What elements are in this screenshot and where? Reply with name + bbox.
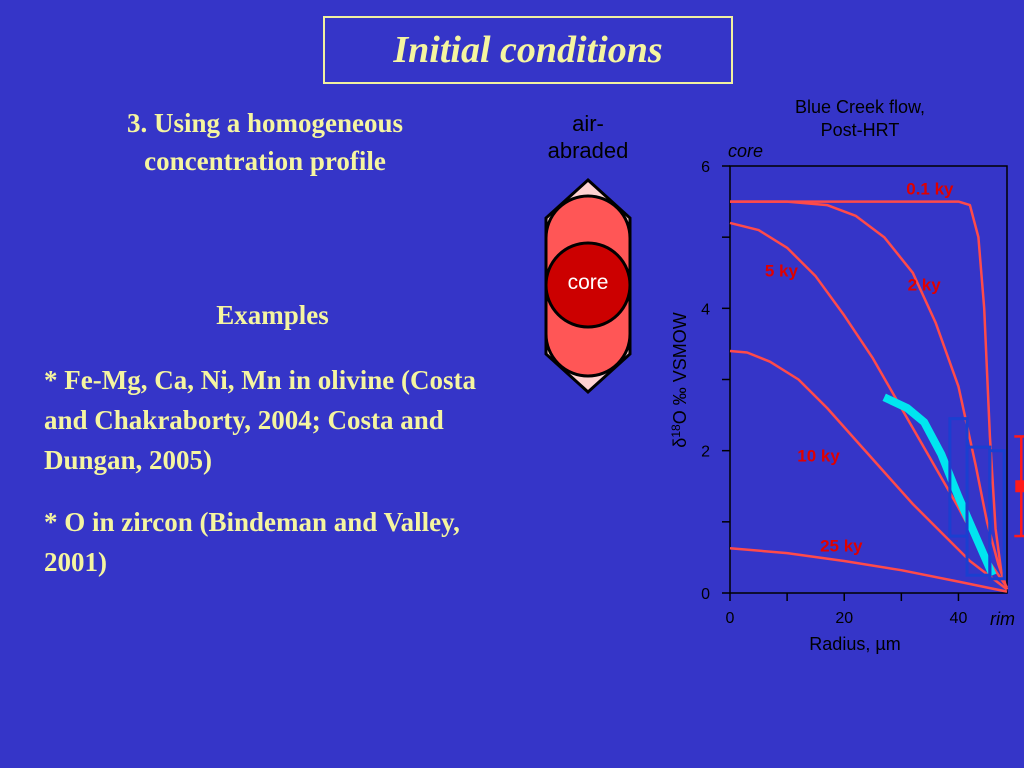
rim-axis-label: rim bbox=[990, 609, 1015, 629]
series-line-10-ky bbox=[729, 349, 1008, 591]
slide-subtitle: 3. Using a homogeneous concentration pro… bbox=[126, 108, 404, 176]
y-axis-label-sup: 18 bbox=[669, 424, 683, 438]
slide-title: Initial conditions bbox=[393, 29, 663, 71]
crystal-diagram: air- abraded core bbox=[544, 111, 632, 395]
chart: Blue Creek flow, Post-HRT core rim 0 2 4 6 0… bbox=[669, 97, 1024, 654]
fit-curve-line bbox=[882, 393, 997, 577]
title-box: Initial conditions bbox=[323, 16, 733, 84]
y-tick-label: 0 bbox=[701, 586, 710, 603]
series-line-25-ky bbox=[729, 546, 1008, 593]
crystal-core-zone bbox=[544, 241, 632, 329]
plot-frame bbox=[729, 165, 1008, 594]
crystal-core-label: core bbox=[568, 271, 609, 294]
y-axis-label-prefix: δ bbox=[670, 438, 690, 448]
series-label-10-ky: 10 ky bbox=[797, 446, 840, 465]
series-label-5-ky: 5 ky bbox=[765, 261, 799, 280]
error-bar-marker bbox=[1015, 480, 1024, 493]
y-axis-label-main: O ‰ VSMOW bbox=[670, 312, 690, 424]
y-tick-label: 6 bbox=[701, 159, 710, 176]
measurement-box bbox=[988, 449, 1006, 581]
series-label-2-ky: 2 ky bbox=[908, 276, 942, 295]
air-abraded-label-1: air- bbox=[572, 111, 604, 136]
x-tick-label: 20 bbox=[835, 610, 853, 627]
y-tick-label: 4 bbox=[701, 301, 710, 318]
chart-title-line1: Blue Creek flow, bbox=[795, 97, 925, 117]
examples-heading: Examples bbox=[216, 300, 329, 330]
y-tick-label: 2 bbox=[701, 444, 710, 461]
example-olivine: * Fe-Mg, Ca, Ni, Mn in olivine (Costa an… bbox=[44, 365, 476, 475]
air-abraded-label-2: abraded bbox=[548, 138, 629, 163]
y-axis-label: δ18O ‰ VSMOW bbox=[669, 312, 690, 447]
series-label-25-ky: 25 ky bbox=[820, 537, 863, 556]
series-line-0.1-ky bbox=[730, 200, 1009, 590]
core-axis-label: core bbox=[728, 141, 763, 161]
series-line-2-ky bbox=[730, 200, 1009, 590]
series-label-0.1-ky: 0.1 ky bbox=[906, 179, 954, 198]
chart-title-line2: Post-HRT bbox=[821, 120, 900, 140]
x-tick-label: 0 bbox=[726, 610, 735, 627]
x-axis-label: Radius, µm bbox=[809, 634, 900, 654]
example-zircon: * O in zircon (Bindeman and Valley, 2001… bbox=[44, 507, 460, 577]
x-tick-label: 40 bbox=[950, 610, 968, 627]
